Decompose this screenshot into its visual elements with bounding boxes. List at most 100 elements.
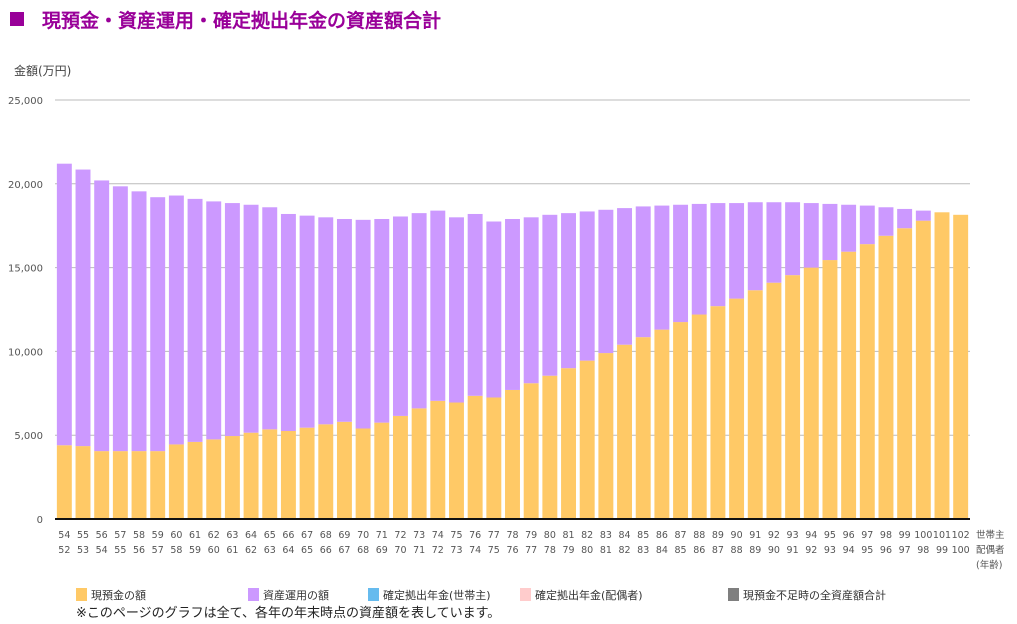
bar-cash-85 (635, 337, 651, 519)
x-tick-label-spouse: 94 (843, 545, 855, 556)
bar-investment-65 (262, 207, 278, 430)
bar-investment-97 (859, 205, 875, 245)
x-tick-label-spouse: 92 (805, 545, 817, 556)
bar-cash-55 (75, 446, 91, 519)
bar-investment-83 (598, 209, 614, 354)
bar-cash-98 (878, 235, 894, 520)
bar-investment-54 (56, 163, 72, 446)
bar-cash-97 (859, 244, 875, 520)
x-tick-label-householder: 75 (450, 530, 462, 541)
bar-investment-66 (280, 213, 296, 432)
bar-cash-60 (168, 444, 184, 519)
bar-cash-64 (243, 432, 259, 519)
x-tick-label-householder: 65 (264, 530, 276, 541)
legend-item: 確定拠出年金(配偶者) (520, 587, 643, 603)
x-tick-label-spouse: 95 (861, 545, 873, 556)
x-tick-label-householder: 80 (544, 530, 556, 541)
bar-cash-71 (374, 422, 390, 519)
bar-investment-99 (897, 208, 913, 229)
bar-cash-73 (411, 408, 427, 519)
x-tick-label-spouse: 98 (917, 545, 929, 556)
x-tick-label-spouse: 67 (338, 545, 350, 556)
bar-investment-85 (635, 206, 651, 338)
bar-cash-82 (579, 360, 595, 519)
bar-investment-61 (187, 198, 203, 442)
x-tick-label-spouse: 88 (731, 545, 743, 556)
y-tick-label: 20,000 (8, 180, 43, 191)
x-tick-label-householder: 100 (914, 530, 932, 541)
x-tick-label-householder: 83 (600, 530, 612, 541)
legend-swatch (520, 588, 531, 601)
x-tick-label-householder: 73 (413, 530, 425, 541)
x-tick-label-householder: 69 (338, 530, 350, 541)
bar-cash-94 (803, 267, 819, 519)
x-tick-label-householder: 71 (376, 530, 388, 541)
legend-item: 資産運用の額 (248, 587, 329, 603)
x-tick-label-spouse: 86 (693, 545, 705, 556)
bar-investment-67 (299, 215, 315, 428)
x-tick-label-householder: 101 (933, 530, 951, 541)
x-tick-label-householder: 67 (301, 530, 313, 541)
bar-investment-93 (785, 202, 801, 276)
x-tick-label-householder: 72 (394, 530, 406, 541)
bar-cash-59 (150, 451, 166, 519)
bar-cash-83 (598, 353, 614, 519)
bar-cash-74 (430, 400, 446, 519)
legend-swatch (76, 588, 87, 601)
bar-cash-54 (56, 445, 72, 519)
x-tick-label-spouse: 78 (544, 545, 556, 556)
bar-cash-90 (729, 298, 745, 519)
x-tick-label-householder: 88 (693, 530, 705, 541)
x-tick-label-spouse: 79 (562, 545, 574, 556)
bar-investment-56 (94, 180, 110, 452)
bar-investment-62 (206, 201, 222, 440)
x-tick-label-householder: 70 (357, 530, 369, 541)
bar-cash-56 (94, 451, 110, 519)
x-tick-label-spouse: 91 (787, 545, 799, 556)
bar-investment-90 (729, 203, 745, 299)
x-tick-label-spouse: 99 (936, 545, 948, 556)
bar-investment-75 (449, 217, 464, 403)
x-tick-label-spouse: 81 (600, 545, 612, 556)
x-tick-label-spouse: 89 (749, 545, 761, 556)
x-tick-label-spouse: 54 (96, 545, 108, 556)
bar-investment-72 (392, 216, 408, 416)
x-tick-label-spouse: 93 (824, 545, 836, 556)
y-axis-label: 金額(万円) (14, 64, 72, 78)
bar-investment-60 (168, 195, 184, 445)
bar-investment-76 (467, 213, 483, 396)
bar-investment-64 (243, 204, 259, 433)
bar-cash-91 (747, 290, 763, 519)
bar-cash-75 (449, 402, 464, 519)
x-tick-label-spouse: 83 (637, 545, 649, 556)
x-tick-label-householder: 95 (824, 530, 836, 541)
bar-investment-79 (523, 217, 539, 384)
x-tick-label-householder: 81 (562, 530, 574, 541)
bar-cash-92 (766, 282, 782, 519)
x-tick-label-householder: 57 (114, 530, 126, 541)
x-tick-label-householder: 97 (861, 530, 873, 541)
x-tick-label-householder: 62 (208, 530, 220, 541)
x-tick-label-householder: 87 (675, 530, 687, 541)
bar-investment-100 (915, 210, 931, 221)
legend-item: 現預金不足時の全資産額合計 (728, 587, 886, 603)
y-tick-label: 0 (37, 515, 43, 526)
x-tick-label-spouse: 100 (952, 545, 970, 556)
x-row-label: 世帯主 (976, 529, 1005, 541)
x-tick-label-spouse: 69 (376, 545, 388, 556)
x-tick-label-spouse: 90 (768, 545, 780, 556)
x-tick-label-spouse: 70 (394, 545, 406, 556)
x-tick-label-householder: 79 (525, 530, 537, 541)
x-tick-label-householder: 94 (805, 530, 817, 541)
x-tick-label-spouse: 72 (432, 545, 444, 556)
legend-label: 確定拠出年金(配偶者) (535, 589, 643, 602)
x-tick-label-spouse: 71 (413, 545, 425, 556)
bar-cash-101 (934, 212, 950, 520)
bar-investment-68 (318, 217, 334, 425)
bar-investment-89 (710, 203, 726, 307)
x-tick-label-spouse: 64 (282, 545, 294, 556)
x-tick-label-spouse: 66 (320, 545, 332, 556)
x-tick-label-householder: 102 (952, 530, 970, 541)
bar-investment-81 (561, 213, 576, 369)
bar-cash-57 (112, 451, 128, 519)
